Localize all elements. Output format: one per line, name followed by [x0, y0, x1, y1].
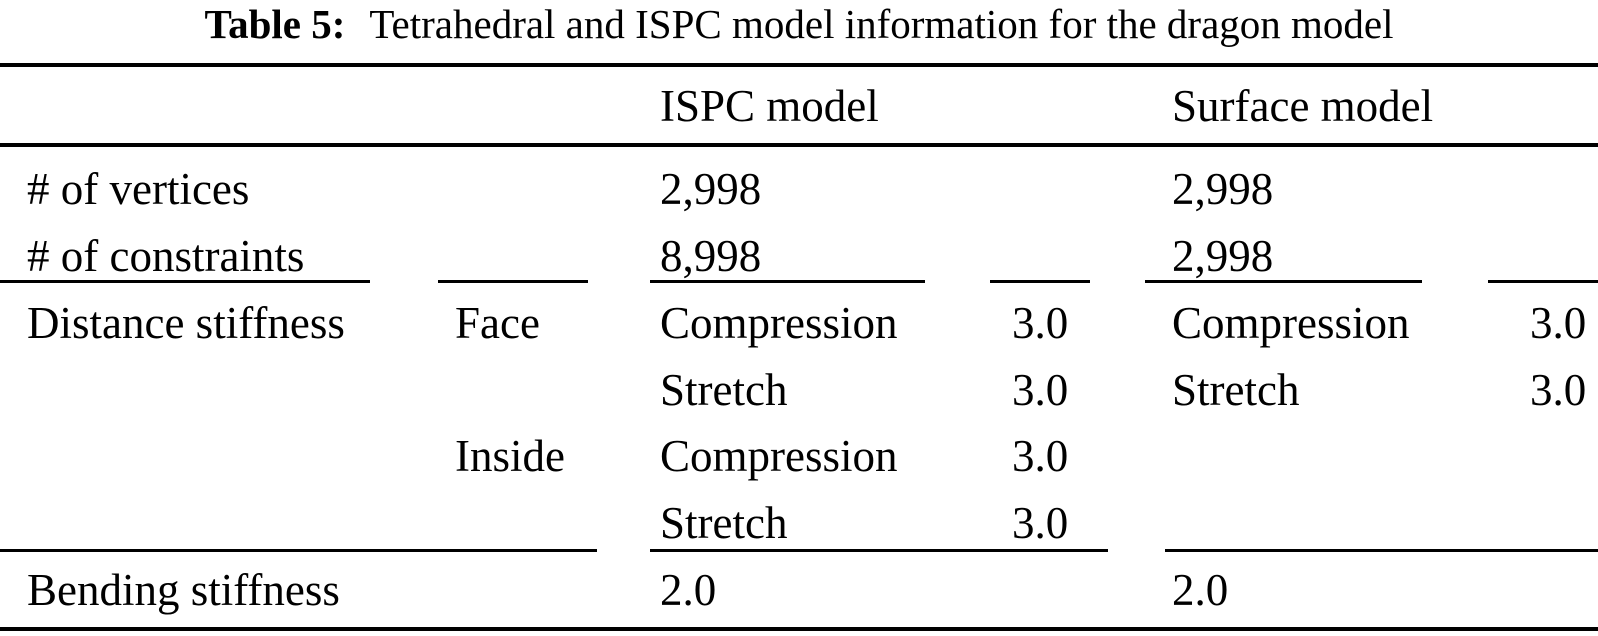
- face-stretch-ispc-type: Stretch: [660, 365, 788, 415]
- face-stretch-surface-type: Stretch: [1172, 365, 1300, 415]
- cmidrule-surface-value-col: [1488, 280, 1598, 283]
- section-rule-left: [0, 549, 597, 552]
- face-compression-surface-value: 3.0: [1530, 298, 1587, 348]
- cmidrule-ispc-type-col: [650, 280, 925, 283]
- cmidrule-ispc-value-col: [990, 280, 1090, 283]
- table-top-rule: [0, 63, 1598, 67]
- table-header-rule: [0, 143, 1598, 147]
- face-compression-surface-type: Compression: [1172, 298, 1410, 348]
- table-caption-number: Table 5:: [204, 1, 346, 47]
- face-compression-ispc-type: Compression: [660, 298, 898, 348]
- cmidrule-label-col: [0, 280, 370, 283]
- constraints-row-label: # of constraints: [27, 231, 305, 281]
- inside-stretch-ispc-type: Stretch: [660, 498, 788, 548]
- table-caption-text: Tetrahedral and ISPC model information f…: [369, 1, 1394, 47]
- section-rule-surface: [1165, 549, 1598, 552]
- table-bottom-rule: [0, 627, 1598, 631]
- bending-stiffness-surface-value: 2.0: [1172, 565, 1229, 615]
- constraints-ispc-value: 8,998: [660, 231, 762, 281]
- cmidrule-surface-type-col: [1145, 280, 1422, 283]
- inside-stretch-ispc-value: 3.0: [1012, 498, 1069, 548]
- bending-stiffness-ispc-value: 2.0: [660, 565, 717, 615]
- face-stretch-ispc-value: 3.0: [1012, 365, 1069, 415]
- col-header-surface-model: Surface model: [1172, 81, 1434, 131]
- face-stretch-surface-value: 3.0: [1530, 365, 1587, 415]
- col-header-ispc-model: ISPC model: [660, 81, 879, 131]
- section-rule-ispc: [650, 549, 1108, 552]
- face-region-label: Face: [455, 298, 540, 348]
- vertices-ispc-value: 2,998: [660, 164, 762, 214]
- vertices-surface-value: 2,998: [1172, 164, 1274, 214]
- distance-stiffness-label: Distance stiffness: [27, 298, 345, 348]
- constraints-surface-value: 2,998: [1172, 231, 1274, 281]
- bending-stiffness-label: Bending stiffness: [27, 565, 340, 615]
- face-compression-ispc-value: 3.0: [1012, 298, 1069, 348]
- inside-region-label: Inside: [455, 431, 565, 481]
- inside-compression-ispc-value: 3.0: [1012, 431, 1069, 481]
- vertices-row-label: # of vertices: [27, 164, 250, 214]
- inside-compression-ispc-type: Compression: [660, 431, 898, 481]
- cmidrule-region-col: [438, 280, 588, 283]
- table-caption: Table 5: Tetrahedral and ISPC model infor…: [0, 2, 1598, 47]
